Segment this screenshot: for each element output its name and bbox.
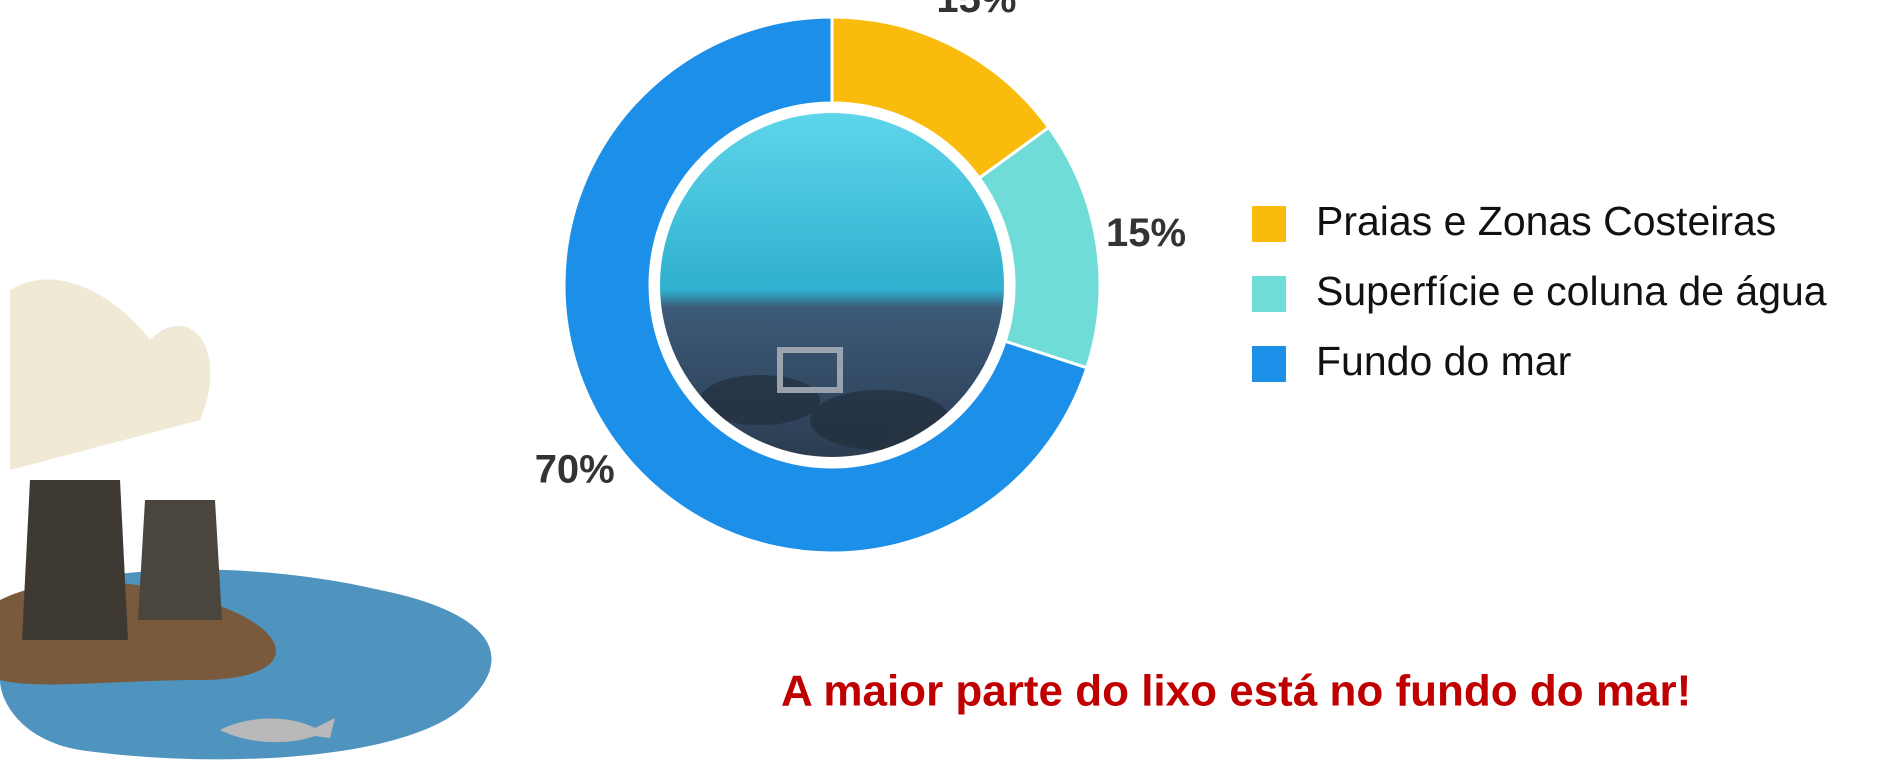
chart: A maior parte do lixo está no fundo do m… [0,0,1892,771]
value-label: 15% [936,0,1016,21]
annotation: A maior parte do lixo está no fundo do m… [781,667,1691,716]
legend-label: Praias e Zonas Costeiras [1316,198,1776,244]
legend-swatch [1252,206,1286,242]
illustration [0,280,492,760]
value-label: 70% [535,447,615,491]
legend-label: Superfície e coluna de água [1316,268,1827,314]
legend-swatch [1252,276,1286,312]
legend-label: Fundo do mar [1316,338,1571,384]
value-label: 15% [1106,211,1186,255]
legend-swatch [1252,346,1286,382]
